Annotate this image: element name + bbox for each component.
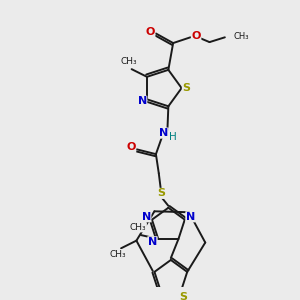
Text: N: N <box>137 96 147 106</box>
Text: S: S <box>182 83 190 93</box>
Text: H: H <box>169 132 177 142</box>
Text: O: O <box>126 142 136 152</box>
Text: CH₃: CH₃ <box>121 57 137 66</box>
Text: CH₃: CH₃ <box>110 250 127 259</box>
Text: N: N <box>159 128 168 138</box>
Text: S: S <box>158 188 166 198</box>
Text: N: N <box>148 237 157 247</box>
Text: N: N <box>186 212 195 222</box>
Text: CH₃: CH₃ <box>233 32 249 41</box>
Text: S: S <box>179 292 187 300</box>
Text: CH₃: CH₃ <box>130 223 146 232</box>
Text: N: N <box>142 212 151 222</box>
Text: O: O <box>146 27 155 37</box>
Text: O: O <box>191 32 201 41</box>
